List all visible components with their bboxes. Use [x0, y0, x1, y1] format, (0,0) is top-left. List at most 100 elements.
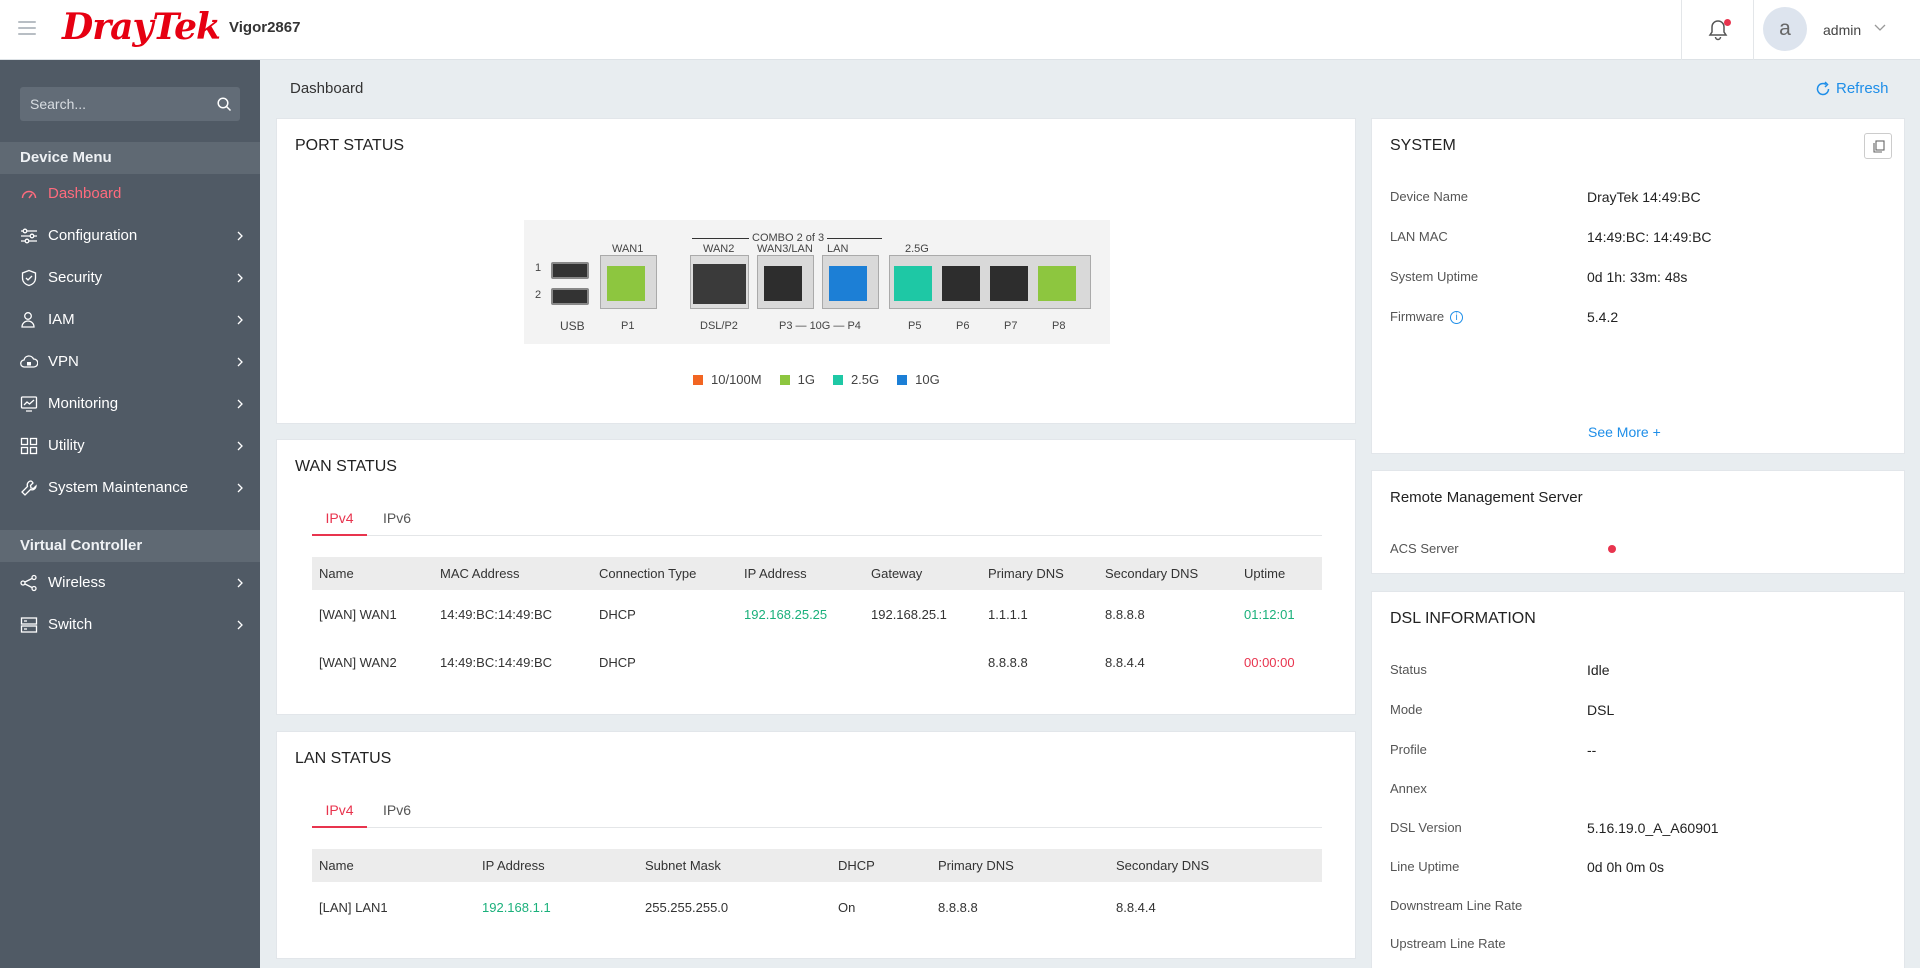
sidebar-item-system-maintenance[interactable]: System Maintenance — [0, 466, 260, 508]
notification-badge — [1724, 19, 1731, 26]
sidebar-item-dashboard[interactable]: Dashboard — [0, 172, 260, 214]
info-icon[interactable]: i — [1450, 311, 1464, 324]
sidebar-item-switch[interactable]: Switch — [0, 603, 260, 645]
sidebar-item-configuration[interactable]: Configuration — [0, 214, 260, 256]
remote-management-card: Remote Management Server ACS Server — [1371, 470, 1905, 574]
lan-tabs: IPv4 IPv6 — [312, 794, 1322, 828]
tab-ipv6[interactable]: IPv6 — [382, 510, 411, 526]
info-value: DSL — [1587, 702, 1615, 718]
cell-dhcp: On — [838, 899, 856, 915]
card-title: LAN STATUS — [295, 750, 392, 767]
info-row: Firmware i 5.4.2 — [1390, 309, 1890, 329]
chevron-right-icon — [237, 483, 243, 493]
column-header: IP Address — [475, 849, 638, 882]
chevron-right-icon — [237, 578, 243, 588]
wan-tabs: IPv4 IPv6 — [312, 502, 1322, 536]
info-value: DrayTek 14:49:BC — [1587, 189, 1701, 205]
chevron-right-icon — [237, 273, 243, 283]
gauge-icon — [21, 190, 37, 199]
port-p4 — [822, 255, 879, 309]
cell-secondary-dns: 8.8.8.8 — [1105, 606, 1145, 622]
chevron-right-icon — [237, 399, 243, 409]
table-row: [WAN] WAN2 14:49:BC:14:49:BC DHCP 8.8.8.… — [312, 638, 1322, 686]
column-header: Subnet Mask — [638, 849, 831, 882]
card-title: WAN STATUS — [295, 458, 397, 475]
column-header: Secondary DNS — [1109, 849, 1322, 882]
model-name: Vigor2867 — [229, 19, 301, 36]
card-title: Remote Management Server — [1390, 489, 1583, 506]
column-header: Connection Type — [592, 557, 737, 590]
table-row: [LAN] LAN1 192.168.1.1 255.255.255.0 On … — [312, 882, 1322, 932]
cell-secondary-dns: 8.8.4.4 — [1116, 899, 1156, 915]
column-header: Gateway — [864, 557, 981, 590]
search-icon[interactable] — [217, 97, 232, 112]
wan2-label: WAN2 — [703, 243, 735, 255]
info-key: DSL Version — [1390, 820, 1462, 835]
user-icon — [21, 312, 35, 328]
cell-mac: 14:49:BC:14:49:BC — [440, 654, 553, 670]
usb-port-2-label: 2 — [535, 289, 542, 301]
tab-ipv4[interactable]: IPv4 — [312, 510, 367, 536]
sidebar-item-label: Monitoring — [48, 395, 119, 412]
column-header: Name — [312, 849, 475, 882]
port-status-card: PORT STATUS 1 2 USB WAN1 P1 COMBO 2 of 3… — [276, 118, 1356, 424]
column-header: DHCP — [831, 849, 931, 882]
cell-ip-address — [737, 638, 864, 686]
sidebar-item-iam[interactable]: IAM — [0, 298, 260, 340]
copy-button[interactable] — [1864, 133, 1892, 159]
sidebar-item-security[interactable]: Security — [0, 256, 260, 298]
see-more-link[interactable]: See More + — [1588, 424, 1661, 440]
chevron-down-icon[interactable] — [1873, 20, 1887, 34]
wan3lan-label: WAN3/LAN — [757, 243, 813, 255]
usb-port-2 — [551, 288, 589, 305]
tab-ipv6[interactable]: IPv6 — [382, 802, 411, 818]
lan-table: Name IP Address Subnet Mask DHCP Primary… — [312, 849, 1322, 932]
info-value: 0d 0h 0m 0s — [1587, 859, 1665, 875]
cell-ip-address: 192.168.25.25 — [744, 606, 828, 622]
info-key: System Uptime — [1390, 269, 1479, 284]
info-value: -- — [1587, 742, 1597, 758]
hamburger-menu-icon[interactable] — [18, 21, 36, 35]
cell-secondary-dns: 8.8.4.4 — [1105, 654, 1145, 670]
plus-icon: + — [1652, 424, 1661, 440]
top-bar: DrayTek Vigor2867 a admin — [0, 0, 1920, 60]
copy-icon — [1873, 140, 1885, 153]
p3-p4-label: P3 — 10G — P4 — [779, 320, 861, 332]
info-value: 5.16.19.0_A_A60901 — [1587, 820, 1719, 836]
usb-label: USB — [560, 319, 585, 333]
wan1-label: WAN1 — [612, 243, 644, 255]
search-input[interactable] — [20, 87, 210, 121]
sidebar-item-label: VPN — [48, 353, 79, 370]
lan-label: LAN — [827, 243, 849, 255]
refresh-icon — [1816, 81, 1830, 96]
sidebar-item-monitoring[interactable]: Monitoring — [0, 382, 260, 424]
column-header: Name — [312, 557, 433, 590]
sidebar-item-wireless[interactable]: Wireless — [0, 561, 260, 603]
section-device-menu: Device Menu — [0, 142, 260, 174]
switch-icon — [20, 617, 38, 633]
avatar[interactable]: a — [1763, 7, 1807, 51]
notifications-button[interactable] — [1681, 0, 1754, 60]
port-p3 — [757, 255, 814, 309]
sidebar-item-vpn[interactable]: VPN — [0, 340, 260, 382]
info-key: Profile — [1390, 742, 1427, 757]
cell-uptime: 01:12:01 — [1244, 606, 1295, 622]
info-key: Firmware i — [1390, 309, 1464, 324]
cell-primary-dns: 8.8.8.8 — [938, 899, 978, 915]
card-title: PORT STATUS — [295, 137, 405, 154]
info-value: 14:49:BC: 14:49:BC — [1587, 229, 1712, 245]
sidebar-item-label: Utility — [48, 437, 85, 454]
sidebar-item-label: IAM — [48, 311, 75, 328]
tab-ipv4[interactable]: IPv4 — [312, 802, 367, 828]
port-p1 — [600, 255, 657, 309]
sidebar-item-utility[interactable]: Utility — [0, 424, 260, 466]
system-card: SYSTEM Device Name DrayTek 14:49:BC LAN … — [1371, 118, 1905, 454]
wan-table: Name MAC Address Connection Type IP Addr… — [312, 557, 1322, 686]
cell-primary-dns: 1.1.1.1 — [988, 606, 1028, 622]
info-row: Line Uptime 0d 0h 0m 0s — [1390, 859, 1890, 879]
port-group-p5-p8 — [889, 255, 1091, 309]
p1-label: P1 — [621, 320, 635, 332]
cell-name: [WAN] WAN2 — [319, 654, 397, 670]
info-key: LAN MAC — [1390, 229, 1448, 244]
username[interactable]: admin — [1823, 22, 1862, 38]
